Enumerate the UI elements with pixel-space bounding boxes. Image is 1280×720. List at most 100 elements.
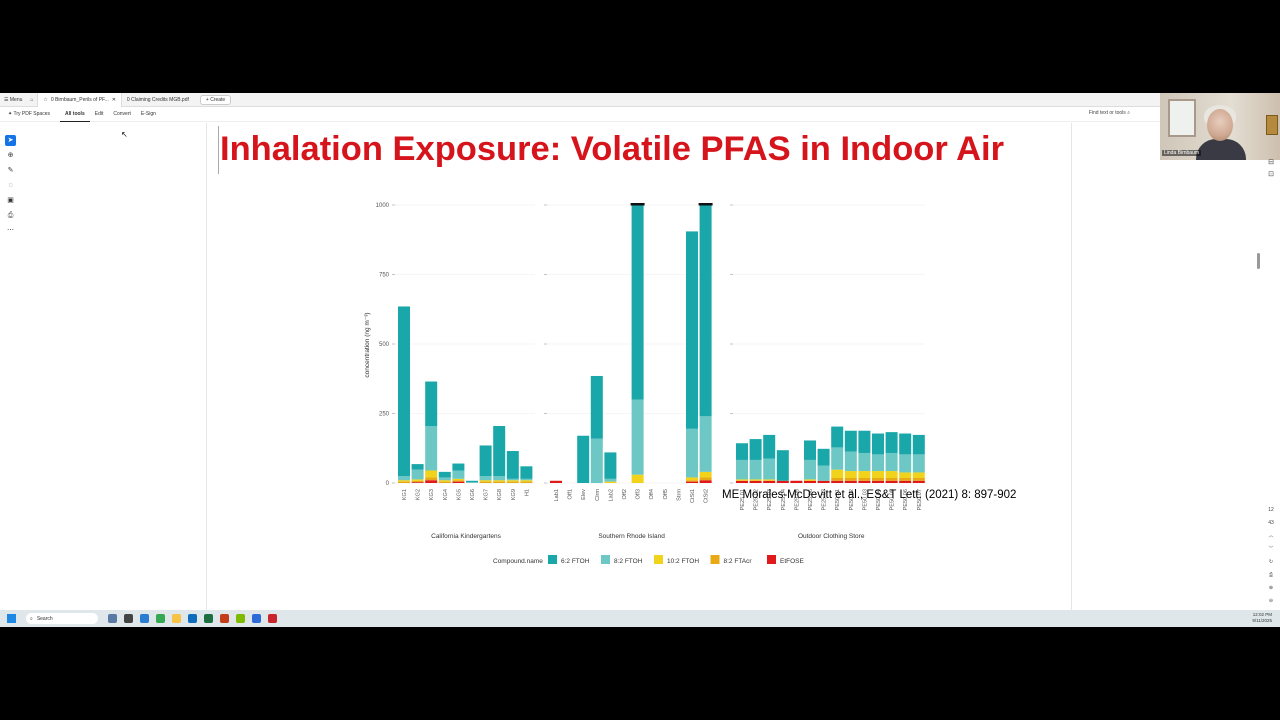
app-icon[interactable] — [236, 614, 245, 623]
print-icon[interactable]: ⎙ — [1268, 572, 1273, 578]
tab-bar: ☰ Menu ⌂ ☆ 0 Birnbaum_Perils of PF... ✕ … — [0, 93, 1160, 107]
taskbar: ⌕ Search 12:02 PM 9/11/2025 — [0, 610, 1280, 627]
page-up-icon[interactable]: ︿ — [1268, 533, 1274, 539]
bar-segment — [590, 375, 603, 439]
toolbar: ✦ Try PDF Spaces All tools Edit Convert … — [0, 107, 1160, 122]
more-tools-icon[interactable]: ⋯ — [7, 227, 14, 234]
refresh-icon[interactable]: ↻ — [1268, 559, 1274, 565]
spaces-icon: ✦ — [8, 111, 14, 117]
legend-swatch — [548, 555, 557, 564]
find-label: Find text or tools — [1088, 110, 1126, 116]
x-tick-label: PE50.07 — [917, 489, 923, 510]
chart-x-labels: KG1 KG2 KG3 KG4 KG5 KG6 KG7 KG8 KG9 H1 Lab1 Off1 Ele… — [402, 489, 923, 511]
bar-segment — [452, 463, 465, 471]
bar-segment — [872, 480, 884, 483]
tab-document-1[interactable]: ☆ 0 Birnbaum_Perils of PF... ✕ — [37, 93, 122, 107]
text-tool-icon[interactable]: ▣ — [7, 197, 14, 204]
select-tool-icon[interactable]: ➤ — [5, 135, 16, 146]
x-tick-label: PE50.03 — [862, 489, 868, 510]
slide-title: Inhalation Exposure: Volatile PFAS in In… — [220, 130, 1004, 168]
powerpoint-icon[interactable] — [220, 614, 229, 623]
menu-button[interactable]: ☰ Menu — [0, 93, 26, 107]
y-tick-label: 250 — [379, 412, 390, 418]
x-tick-label: PE50.06 — [903, 489, 909, 510]
comment-icon[interactable]: ⊟ — [1268, 159, 1274, 166]
menu-convert[interactable]: Convert — [113, 111, 131, 117]
scrollbar-thumb[interactable] — [1257, 253, 1260, 269]
bar-segment — [912, 434, 925, 455]
chrome-icon[interactable] — [156, 614, 165, 623]
bookmark-icon[interactable]: ⊡ — [1268, 171, 1274, 178]
bar-segment — [604, 481, 617, 483]
webcam-picture-frame — [1266, 115, 1278, 135]
edge-icon[interactable] — [140, 614, 149, 623]
page-edge — [218, 126, 219, 174]
bar-segment — [438, 480, 451, 482]
home-icon[interactable]: ⌂ — [30, 96, 34, 103]
current-page[interactable]: 12 — [1268, 507, 1274, 513]
bar-segment — [885, 480, 898, 483]
webcam-name-label: Linda Birnbaum — [1162, 150, 1202, 156]
legend-swatch — [710, 555, 720, 564]
file-explorer-icon[interactable] — [172, 614, 181, 623]
create-button[interactable]: + Create — [199, 94, 232, 105]
bar-segment — [899, 477, 912, 481]
bar-segment — [686, 481, 698, 483]
left-tool-rail: ➤ ⊕ ✎ ◌ ▣ ⎙ ⋯ — [5, 135, 17, 236]
pdf-spaces-button[interactable]: ✦ Try PDF Spaces — [0, 111, 60, 117]
bar-segment — [479, 445, 492, 477]
find-tools-field[interactable]: Find text or tools ⌕ — [1089, 110, 1130, 116]
zoom-in-icon[interactable]: ⊕ — [1268, 585, 1274, 591]
bar-segment — [872, 433, 884, 455]
bar-segment — [466, 480, 478, 483]
pen-tool-icon[interactable]: ✎ — [7, 167, 14, 174]
bar-segment — [438, 471, 451, 478]
tab-document-2[interactable]: 0 Claiming Credits MGB.pdf — [122, 93, 194, 107]
bar-segment — [872, 477, 884, 481]
webcam-person-body — [1196, 139, 1246, 160]
x-tick-label: PE50.05 — [890, 489, 896, 510]
widgets-icon[interactable] — [108, 614, 117, 623]
task-view-icon[interactable] — [124, 614, 133, 623]
spaces-label: Try PDF Spaces — [13, 111, 51, 117]
bar-segment — [686, 231, 698, 429]
acrobat-icon[interactable] — [268, 614, 277, 623]
bar-segment — [749, 479, 762, 481]
bar-segment — [604, 478, 617, 482]
excel-icon[interactable] — [204, 614, 213, 623]
hamburger-icon: ☰ — [4, 96, 10, 103]
legend-title: Compound.name — [493, 558, 543, 565]
bar-segment — [631, 399, 644, 475]
bar-segment — [452, 470, 465, 479]
x-tick-label: PE25.01 — [740, 489, 746, 510]
zoom-tool-icon[interactable]: ⊕ — [7, 152, 14, 159]
bar-segment — [804, 459, 816, 480]
bar-segment — [885, 477, 898, 481]
page-down-icon[interactable]: ﹀ — [1268, 546, 1274, 552]
search-icon: ⌕ — [1127, 110, 1130, 116]
bar-segment — [736, 459, 748, 480]
tab-label: 0 Birnbaum_Perils of PF... — [50, 96, 109, 103]
bar-segment — [844, 451, 857, 472]
y-tick-label: 500 — [379, 342, 390, 348]
menu-edit[interactable]: Edit — [94, 111, 104, 117]
windows-start-icon[interactable] — [7, 614, 16, 623]
close-icon[interactable]: ✕ — [111, 96, 116, 103]
x-tick-label: Off5 — [663, 489, 669, 499]
right-rail: ⊟ ⊡ — [1262, 158, 1280, 178]
outlook-icon[interactable] — [188, 614, 197, 623]
taskbar-search[interactable]: ⌕ Search — [26, 613, 98, 624]
bar-segment — [872, 454, 884, 472]
menu-esign[interactable]: E-Sign — [140, 111, 156, 117]
bar-segment — [479, 476, 492, 481]
bar-cap — [630, 203, 645, 206]
x-tick-label: Clrm — [595, 489, 601, 501]
bar-segment — [493, 481, 506, 483]
lasso-tool-icon[interactable]: ◌ — [8, 182, 13, 189]
zoom-icon[interactable] — [252, 614, 261, 623]
stamp-tool-icon[interactable]: ⎙ — [7, 212, 14, 219]
menu-all-tools[interactable]: All tools — [60, 107, 90, 122]
y-tick-label: 750 — [379, 273, 390, 279]
zoom-out-icon[interactable]: ⊖ — [1268, 598, 1274, 604]
x-tick-label: KG1 — [402, 489, 408, 500]
